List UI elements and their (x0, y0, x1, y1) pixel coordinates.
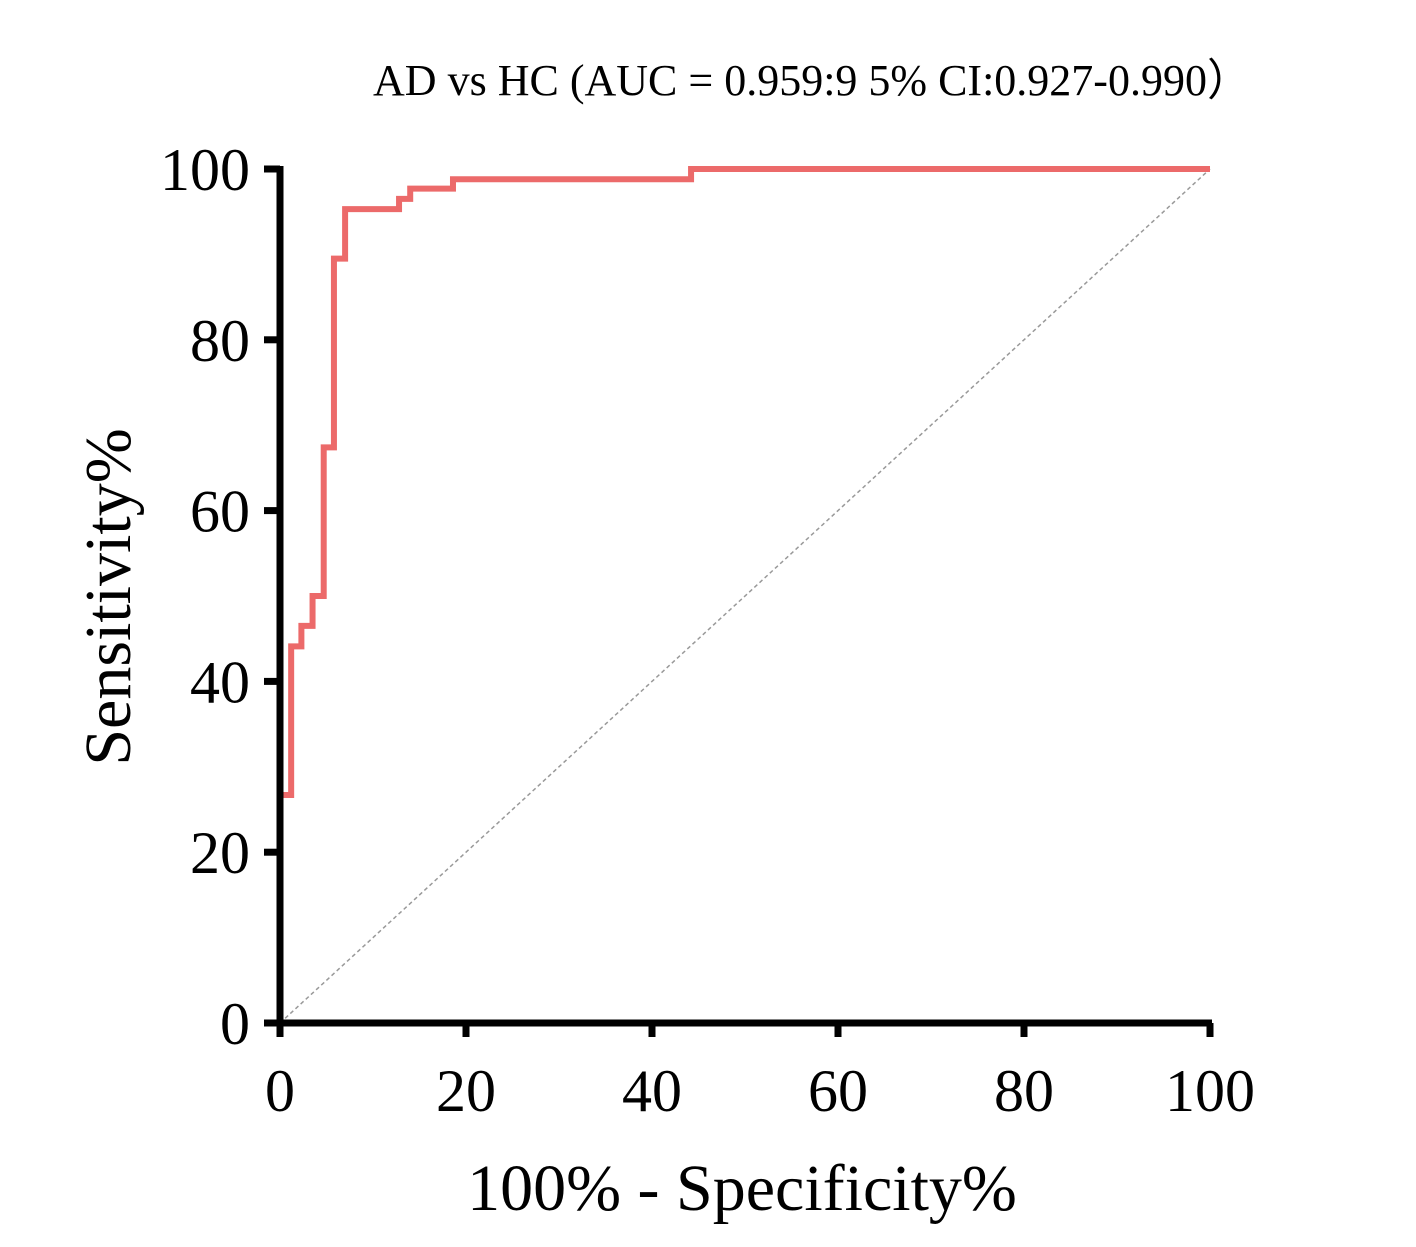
chart-title: AD vs HC (AUC = 0.959:9 5% CI:0.927-0.99… (373, 56, 1251, 105)
y-tick-label: 100 (160, 137, 250, 203)
reference-diagonal-line (279, 168, 1211, 1024)
x-tick-label: 100 (1165, 1058, 1255, 1124)
x-tick-label: 80 (994, 1058, 1054, 1124)
x-tick-label: 40 (622, 1058, 682, 1124)
y-axis-title: Sensitivity% (72, 428, 145, 765)
x-tick-label: 60 (808, 1058, 868, 1124)
x-tick-label: 20 (436, 1058, 496, 1124)
y-tick-label: 60 (190, 479, 250, 545)
roc-curve-line (277, 166, 1210, 1023)
y-tick-label: 0 (220, 991, 250, 1057)
axes: 0 20 40 60 80 100 0 20 40 60 80 100 (160, 137, 1255, 1124)
y-tick-label: 20 (190, 820, 250, 886)
x-tick-label: 0 (265, 1058, 295, 1124)
y-tick-label: 80 (190, 308, 250, 374)
plot-area (277, 166, 1211, 1024)
y-tick-label: 40 (190, 649, 250, 715)
x-axis-title: 100% - Specificity% (467, 1152, 1017, 1225)
